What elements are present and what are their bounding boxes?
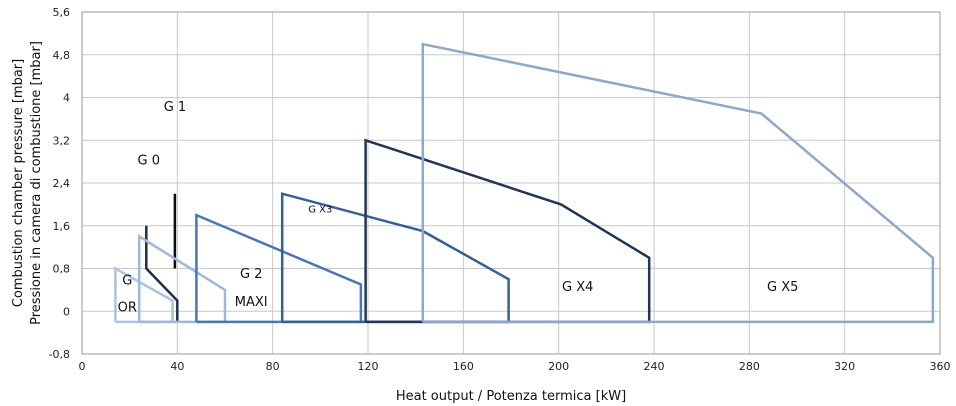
annotations: G OR G 0 G 1 G 2 MAXI G X3 G X4 G X5 — [118, 100, 799, 315]
x-tick-label: 0 — [79, 360, 86, 373]
y-tick-label: 1,6 — [53, 220, 71, 233]
series-annotation: G X5 — [767, 280, 798, 295]
series-annotation: G X4 — [562, 280, 593, 295]
y-tick-label: 4 — [63, 92, 70, 105]
x-tick-label: 80 — [266, 360, 280, 373]
y-tick-label: 4,8 — [53, 49, 71, 62]
series-annotation: G — [122, 274, 132, 289]
y-tick-label: 0 — [63, 305, 70, 318]
y-tick-label: -0,8 — [49, 348, 70, 361]
series-annotation: G 1 — [164, 100, 186, 115]
series-annotation: G 2 — [240, 267, 262, 282]
y-axis-title-line2: Pressione in camera di combustione [mbar… — [29, 41, 44, 325]
y-axis-title-line1: Combustion chamber pressure [mbar] — [11, 59, 26, 307]
series-annotation: MAXI — [235, 295, 268, 310]
x-tick-label: 280 — [739, 360, 760, 373]
series-line-1 — [145, 225, 179, 322]
x-tick-label: 40 — [170, 360, 184, 373]
series-line-7 — [421, 42, 935, 324]
x-tick-label: 360 — [930, 360, 951, 373]
x-axis-title: Heat output / Potenza termica [kW] — [396, 389, 626, 404]
x-tick-label: 240 — [644, 360, 665, 373]
x-tick-label: 200 — [548, 360, 569, 373]
y-tick-label: 0,8 — [53, 263, 71, 276]
series-annotation: G 0 — [137, 153, 159, 168]
x-tick-label: 120 — [358, 360, 379, 373]
plot-frame — [81, 11, 941, 355]
series-annotation: OR — [118, 300, 137, 315]
y-tick-label: 3,2 — [53, 134, 71, 147]
y-tick-label: 5,6 — [53, 6, 71, 19]
x-tick-label: 160 — [453, 360, 474, 373]
series-line-3 — [137, 234, 227, 324]
y-tick-label: 2,4 — [53, 177, 71, 190]
series-group — [114, 42, 935, 324]
x-tick-label: 320 — [834, 360, 855, 373]
series-annotation: G X3 — [308, 204, 332, 215]
ticks: 0 40 80 120 160 200 240 280 320 360 -0,8 0 0,8 1,6 2,4… — [49, 6, 951, 373]
